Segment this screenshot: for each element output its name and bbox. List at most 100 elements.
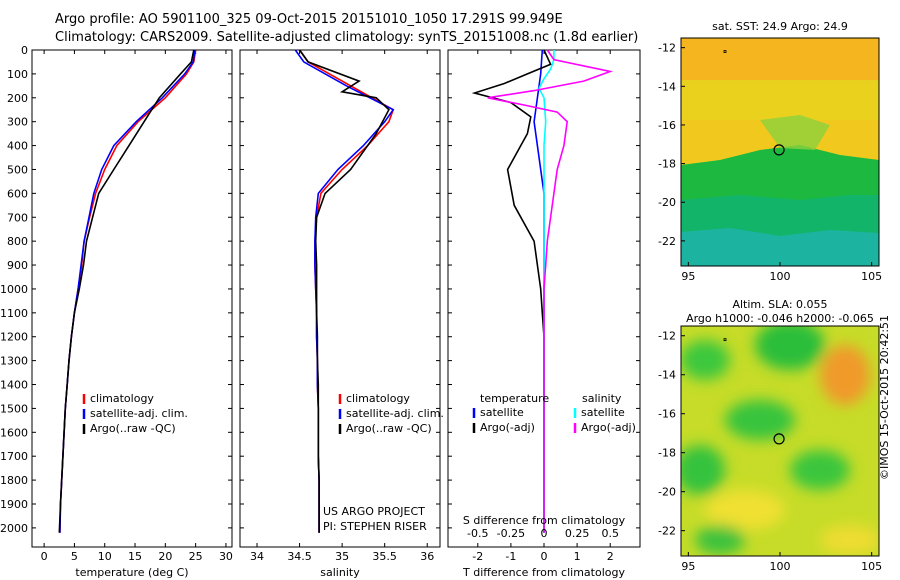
legend-title: temperature <box>480 392 549 405</box>
y-tick-label: 400 <box>7 140 28 153</box>
x-tick-label: -1 <box>505 550 516 563</box>
s-axis-label: S difference from climatology <box>463 514 626 527</box>
y-tick-label: -20 <box>658 486 676 499</box>
s-tick-label: -0.25 <box>497 527 525 540</box>
legend-label: Argo(-adj) <box>581 421 636 434</box>
x-tick-label: 20 <box>158 550 172 563</box>
x-tick-label: 25 <box>189 550 203 563</box>
chart-title-line1: Argo profile: AO 5901100_325 09-Oct-2015… <box>55 12 563 27</box>
profile-panel-difference: -2 -1 0 1 2 T difference from climatology -0.5… <box>447 49 641 579</box>
y-tick-label: -18 <box>658 447 676 460</box>
y-tick-label: 1300 <box>0 355 28 368</box>
y-tick-label: 900 <box>7 259 28 272</box>
y-tick-label: -12 <box>658 330 676 343</box>
y-tick-label: 1700 <box>0 450 28 463</box>
x-tick-label: 36 <box>420 550 434 563</box>
y-tick-label: 1900 <box>0 498 28 511</box>
y-tick-label: -20 <box>658 196 676 209</box>
x-tick-label: 5 <box>71 550 78 563</box>
y-tick-label: -16 <box>658 119 676 132</box>
y-tick-label: 100 <box>7 68 28 81</box>
x-tick-label: 105 <box>861 270 882 283</box>
series-line <box>59 49 197 533</box>
x-tick-label: 15 <box>128 550 142 563</box>
y-tick-label: -14 <box>658 80 676 93</box>
x-tick-label: 95 <box>681 560 695 573</box>
y-tick-label: 1100 <box>0 307 28 320</box>
profile-panel-salinity: 34 34.5 35 35.5 36 salinity climatology satelli… <box>239 49 444 579</box>
profile-panel-temperature: 0100200300400500600700800900100011001200… <box>0 44 233 579</box>
y-tick-label: 1200 <box>0 331 28 344</box>
series-line <box>487 49 614 533</box>
s-tick-label: -0.5 <box>467 527 488 540</box>
x-tick-label: 34 <box>250 550 264 563</box>
argo-position-marker <box>773 433 785 445</box>
plot-frame <box>239 49 441 548</box>
y-tick-label: 2000 <box>0 522 28 535</box>
y-tick-label: 1800 <box>0 474 28 487</box>
y-tick-label: -22 <box>658 525 676 538</box>
y-tick-label: -22 <box>658 235 676 248</box>
annotation-line: PI: STEPHEN RISER <box>323 520 427 533</box>
series-line <box>533 49 545 533</box>
map-title: Altim. SLA: 0.055 <box>732 298 827 311</box>
sla-map <box>681 326 879 556</box>
map-title: sat. SST: 24.9 Argo: 24.9 <box>712 20 848 33</box>
plot-frame <box>31 49 233 548</box>
y-tick-label: 700 <box>7 211 28 224</box>
x-tick-label: 100 <box>770 560 791 573</box>
series-line <box>298 49 390 533</box>
legend-label: satellite-adj. clim. <box>346 407 444 420</box>
x-tick-label: 0 <box>41 550 48 563</box>
x-tick-label: 30 <box>219 550 233 563</box>
annotation-line: US ARGO PROJECT <box>323 505 425 518</box>
legend-label: satellite <box>480 406 524 419</box>
x-tick-label: 34.5 <box>287 550 312 563</box>
y-tick-label: -16 <box>658 408 676 421</box>
s-tick-label: 0 <box>541 527 548 540</box>
y-tick-label: 1500 <box>0 402 28 415</box>
x-tick-label: 0 <box>541 550 548 563</box>
y-tick-label: 200 <box>7 92 28 105</box>
argo-position-marker <box>773 144 785 156</box>
y-tick-label: 1400 <box>0 379 28 392</box>
series-line <box>294 49 395 533</box>
s-tick-label: 0.25 <box>565 527 590 540</box>
x-tick-label: 2 <box>607 550 614 563</box>
y-tick-label: 500 <box>7 163 28 176</box>
x-tick-label: 100 <box>770 270 791 283</box>
float-start-marker <box>723 50 727 53</box>
series-line <box>58 49 195 533</box>
legend-label: Argo(..raw -QC) <box>346 422 432 435</box>
x-tick-label: 1 <box>574 550 581 563</box>
x-tick-label: -2 <box>472 550 483 563</box>
x-tick-label: 35 <box>335 550 349 563</box>
map-title: Argo h1000: -0.046 h2000: -0.065 <box>686 312 874 325</box>
float-start-marker <box>723 338 727 342</box>
y-tick-label: 0 <box>21 44 28 57</box>
y-tick-label: 300 <box>7 116 28 129</box>
series-line <box>298 49 395 533</box>
y-tick-label: -14 <box>658 369 676 382</box>
legend-title: salinity <box>582 392 622 405</box>
y-tick-label: 800 <box>7 235 28 248</box>
x-axis-label: T difference from climatology <box>462 566 625 579</box>
x-tick-label: 95 <box>681 270 695 283</box>
sst-map <box>681 38 879 266</box>
legend-label: climatology <box>90 392 154 405</box>
y-tick-label: -12 <box>658 42 676 55</box>
series-line <box>59 49 196 533</box>
x-axis-label: temperature (deg C) <box>75 566 188 579</box>
s-tick-label: 0.5 <box>601 527 619 540</box>
imos-label: ©IMOS 15-Oct-2015 20:42:51 <box>878 314 891 480</box>
x-tick-label: 105 <box>861 560 882 573</box>
legend-label: satellite-adj. clim. <box>90 407 188 420</box>
map-sst_map: sat. SST: 24.9 Argo: 24.9 95 100 105 -12 -14 -… <box>658 20 882 283</box>
chart-title-line2: Climatology: CARS2009. Satellite-adjuste… <box>55 30 639 45</box>
y-tick-label: 1000 <box>0 283 28 296</box>
legend-label: Argo(..raw -QC) <box>90 422 176 435</box>
x-tick-label: 10 <box>98 550 112 563</box>
series-line <box>471 49 552 533</box>
